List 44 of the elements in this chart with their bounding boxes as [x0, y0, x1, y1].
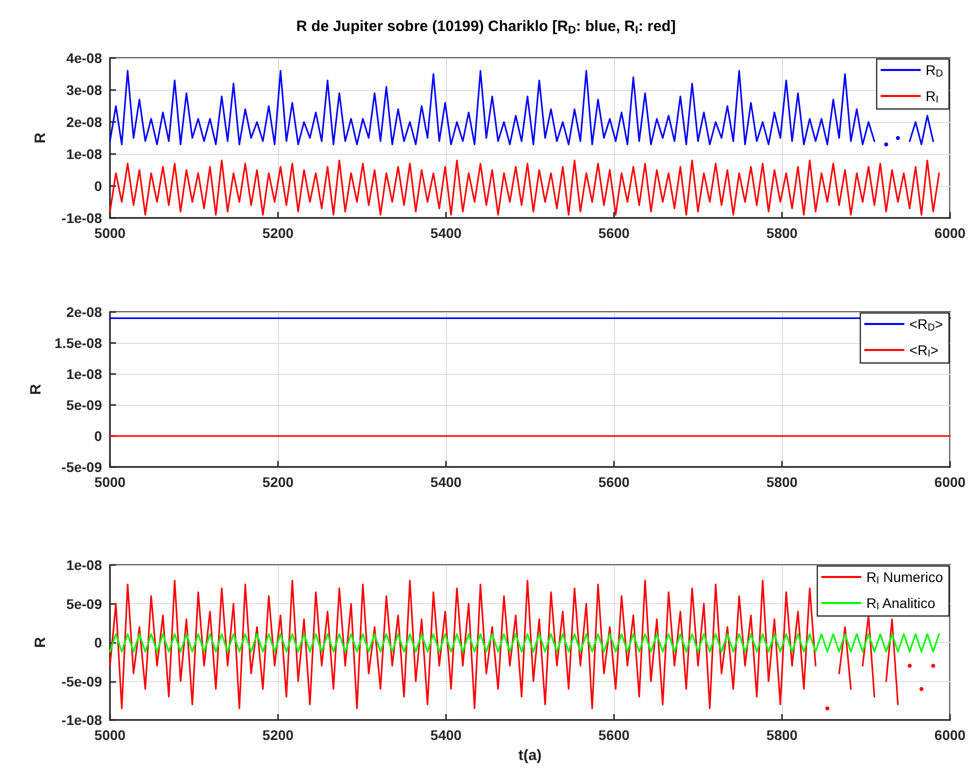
- x-tick-label: 5400: [430, 474, 462, 490]
- y-tick-label: 2e-08: [66, 304, 102, 320]
- x-tick-label: 5200: [262, 225, 294, 241]
- line-series: [109, 160, 940, 216]
- point: [931, 664, 936, 668]
- y-tick-label: 5e-09: [66, 596, 102, 612]
- x-tick-label: 5000: [94, 474, 126, 490]
- y-tick-label: 0: [94, 178, 102, 194]
- x-tick-label: 5400: [430, 225, 462, 241]
- x-tick-label: 5600: [598, 727, 630, 743]
- x-tick-label: 6000: [934, 474, 966, 490]
- y-tick-label: 0: [94, 428, 102, 444]
- x-tick-label: 5600: [598, 474, 630, 490]
- point: [825, 706, 830, 710]
- x-tick-label: 5000: [94, 727, 126, 743]
- y-tick-label: 3e-08: [66, 82, 102, 98]
- x-tick-label: 5400: [430, 727, 462, 743]
- x-tick-label: 5800: [766, 225, 798, 241]
- x-tick-label: 6000: [934, 225, 966, 241]
- y-axis-title: R: [32, 132, 49, 144]
- x-tick-label: 5800: [766, 727, 798, 743]
- y-tick-label: 1e-08: [66, 557, 102, 573]
- point: [908, 664, 912, 668]
- x-tick-label: 5600: [598, 225, 630, 241]
- y-tick-label: 5e-09: [66, 397, 102, 413]
- y-axis-title: R: [28, 384, 45, 395]
- x-tick-label: 5200: [262, 727, 294, 743]
- y-tick-label: -5e-09: [62, 459, 102, 475]
- y-tick-label: 4e-08: [66, 50, 102, 66]
- point: [919, 687, 924, 691]
- y-tick-label: 1.5e-08: [54, 335, 102, 351]
- x-axis-title: t(a): [518, 747, 542, 764]
- y-tick-label: -1e-08: [62, 712, 102, 728]
- x-tick-label: 5800: [766, 474, 798, 490]
- y-tick-label: -5e-09: [62, 673, 102, 690]
- y-tick-label: 2e-08: [66, 114, 102, 130]
- y-tick-label: 1e-08: [66, 366, 102, 382]
- y-tick-label: 1e-08: [66, 146, 102, 162]
- x-tick-label: 6000: [934, 727, 966, 743]
- x-tick-label: 5200: [262, 474, 294, 490]
- x-tick-label: 5000: [94, 225, 126, 241]
- y-tick-label: 0: [94, 634, 102, 650]
- y-tick-label: -1e-08: [62, 210, 102, 226]
- y-axis-title: R: [32, 636, 49, 648]
